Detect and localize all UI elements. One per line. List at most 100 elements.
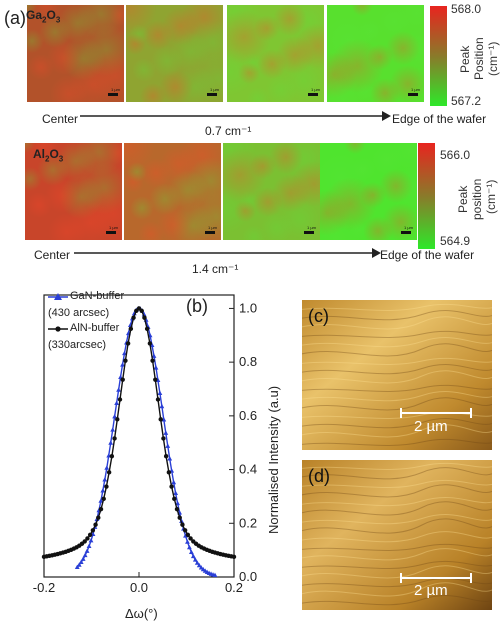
afm-step-line <box>302 337 492 348</box>
data-point-AlN-buffer-28 <box>117 397 123 402</box>
afm-step-line <box>302 462 492 470</box>
data-point-GaN-buffer-3 <box>80 556 86 561</box>
ga2o3-map-scale-text: 1 µm <box>210 87 219 92</box>
al2o3-center-label: Center <box>34 248 71 262</box>
data-point-AlN-buffer-22 <box>101 496 106 502</box>
ga2o3-map-scale-text: 1 µm <box>311 87 320 92</box>
plot-frame <box>43 294 235 578</box>
xrd-rocking-curve-chart: -0.2 0.0 0.20.00.20.40.60.81.0 <box>33 294 257 595</box>
afm-step-line <box>302 411 492 419</box>
ga2o3-colorbar-min: 567.2 <box>451 94 482 108</box>
y-tick-label: 0.4 <box>239 462 257 477</box>
data-point-AlN-buffer-47 <box>169 484 174 489</box>
data-point-AlN-buffer-41 <box>153 377 158 382</box>
data-point-AlN-buffer-54 <box>188 536 193 541</box>
ga2o3-map-4: 1 µm <box>327 5 424 102</box>
ga2o3-colorbar-max: 568.0 <box>451 2 482 16</box>
data-point-AlN-buffer-32 <box>128 326 134 332</box>
afm-step-line <box>302 565 492 579</box>
afm-step-line <box>302 578 492 588</box>
afm-step-line <box>302 560 492 570</box>
data-point-AlN-buffer-16 <box>85 536 90 541</box>
data-point-AlN-buffer-45 <box>163 454 169 459</box>
panel-c-label: (c) <box>308 306 329 326</box>
data-point-GaN-buffer-60 <box>192 557 198 562</box>
panel-d-label: (d) <box>308 466 330 486</box>
al2o3-colorbar <box>418 143 435 249</box>
data-point-GaN-buffer-42 <box>157 390 163 395</box>
afm-step-line <box>302 514 492 525</box>
afm-image-d: (d) 2 µm <box>302 460 492 610</box>
al2o3-map-1: 1 µm <box>25 143 122 240</box>
afm-step-line <box>302 501 492 516</box>
data-point-GaN-buffer-59 <box>190 553 196 559</box>
data-point-GaN-buffer-14 <box>102 477 108 482</box>
y-tick-label: 0.0 <box>239 569 257 584</box>
afm-step-line <box>302 364 492 375</box>
data-point-AlN-buffer-36 <box>139 308 144 313</box>
data-point-AlN-buffer-40 <box>150 358 155 363</box>
ga2o3-label: Ga2O3 <box>26 8 61 25</box>
afm-step-line <box>302 391 492 402</box>
data-point-GaN-buffer-5 <box>84 548 90 553</box>
legend-gan-name: GaN-buffer <box>70 290 125 302</box>
afm-surface <box>302 460 492 610</box>
data-point-AlN-buffer-42 <box>155 397 161 402</box>
data-point-GaN-buffer-50 <box>173 490 179 496</box>
data-point-AlN-buffer-53 <box>185 532 191 538</box>
ga2o3-colorbar-title: Peak Position <box>458 37 486 81</box>
data-point-GaN-buffer-39 <box>151 353 157 358</box>
al2o3-shift-label: 1.4 cm⁻¹ <box>192 262 239 276</box>
afm-step-line <box>302 316 492 330</box>
al2o3-map-scale-bar <box>205 231 215 234</box>
afm-step-line <box>302 357 492 365</box>
data-point-GaN-buffer-18 <box>110 427 116 432</box>
al2o3-map-scale-text: 1 µm <box>307 225 316 230</box>
data-point-AlN-buffer-37 <box>142 315 147 320</box>
al2o3-map-scale-text: 1 µm <box>404 225 413 230</box>
al2o3-map-2: 1 µm <box>124 143 221 240</box>
al2o3-map-4: 1 µm <box>320 143 417 240</box>
data-point-AlN-buffer-50 <box>177 515 182 520</box>
al2o3-map-scale-text: 1 µm <box>208 225 217 230</box>
data-point-GaN-buffer-47 <box>167 456 173 461</box>
ga2o3-map-scale-bar <box>308 93 318 96</box>
data-point-AlN-buffer-24 <box>106 470 112 475</box>
afm-step-line <box>302 397 492 411</box>
data-point-AlN-buffer-52 <box>182 528 188 533</box>
data-point-GaN-buffer-1 <box>76 562 82 567</box>
data-point-GaN-buffer-6 <box>86 543 92 548</box>
data-point-AlN-buffer-31 <box>125 341 131 346</box>
data-point-AlN-buffer-46 <box>166 470 172 475</box>
data-point-AlN-buffer-33 <box>131 315 136 320</box>
data-point-GaN-buffer-17 <box>108 440 114 445</box>
data-point-GaN-buffer-21 <box>116 387 121 392</box>
afm-surface <box>302 300 492 450</box>
data-point-AlN-buffer-51 <box>180 522 185 527</box>
ga2o3-map-scale-text: 1 µm <box>411 87 420 92</box>
y-tick-label: 0.2 <box>239 515 257 530</box>
afm-step-line <box>302 424 492 438</box>
ga2o3-map-3: 1 µm <box>227 5 324 102</box>
al2o3-arrow <box>74 248 381 258</box>
ga2o3-colorbar <box>430 6 447 106</box>
data-point-GaN-buffer-15 <box>104 465 110 470</box>
al2o3-map-scale-text: 1 µm <box>109 225 118 230</box>
data-point-AlN-buffer-23 <box>104 484 109 489</box>
afm-step-line <box>302 303 492 311</box>
data-point-GaN-buffer-45 <box>163 430 169 435</box>
data-point-GaN-buffer-2 <box>78 559 84 565</box>
al2o3-colorbar-min: 564.9 <box>440 234 471 248</box>
al2o3-colorbar-unit: (cm⁻¹) <box>484 179 498 215</box>
afm-step-line <box>302 467 492 480</box>
al2o3-colorbar-title: Peak position <box>456 178 484 220</box>
data-point-AlN-buffer-44 <box>161 436 166 441</box>
data-point-GaN-buffer-4 <box>82 552 88 558</box>
data-point-AlN-buffer-27 <box>115 417 120 422</box>
ga2o3-arrow <box>80 111 391 121</box>
data-point-AlN-buffer-48 <box>172 496 177 502</box>
al2o3-label: Al2O3 <box>33 147 64 164</box>
x-axis-label: Δω(°) <box>125 606 158 621</box>
ga2o3-map-scale-bar <box>408 93 418 96</box>
ga2o3-shift-label: 0.7 cm⁻¹ <box>205 124 252 138</box>
